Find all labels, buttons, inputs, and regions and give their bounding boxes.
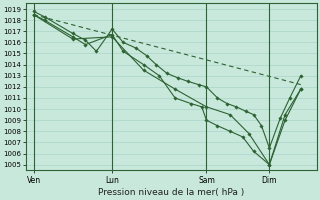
X-axis label: Pression niveau de la mer( hPa ): Pression niveau de la mer( hPa ) <box>98 188 244 197</box>
